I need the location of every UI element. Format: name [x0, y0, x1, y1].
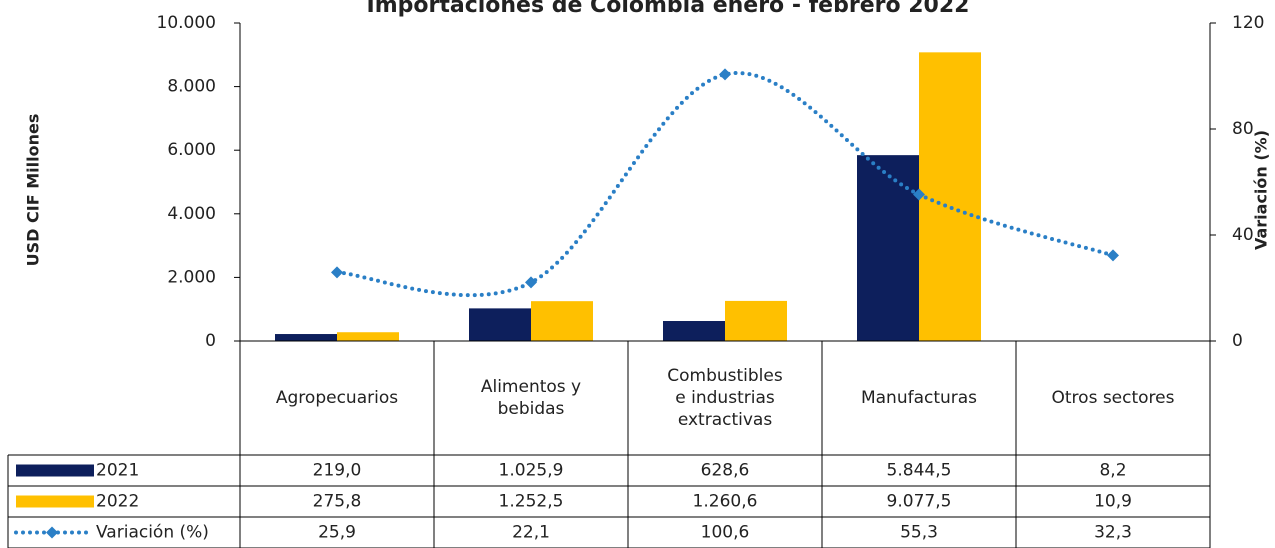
legend-swatch	[16, 464, 94, 477]
line-marker	[1107, 249, 1119, 262]
line-marker	[525, 276, 537, 289]
y2-tick-label: 40	[1232, 225, 1254, 245]
bar	[663, 321, 725, 341]
bar	[857, 155, 919, 341]
legend-swatch	[16, 495, 94, 508]
y-tick-label: 4.000	[167, 204, 216, 224]
table-value: 55,3	[900, 523, 938, 543]
table-value: 275,8	[313, 492, 362, 512]
category-cell: Agropecuarios	[240, 341, 434, 455]
line-series	[335, 71, 1115, 298]
y-tick-label: 0	[205, 331, 216, 351]
table-value: 100,6	[701, 523, 750, 543]
line-marker	[719, 68, 731, 81]
table-value: 9.077,5	[887, 492, 952, 512]
x-tick-label: Manufacturas	[860, 388, 978, 408]
x-tick-label: Otros sectores	[1051, 388, 1175, 408]
y-axis-label: USD CIF Millones	[24, 114, 43, 267]
y2-tick-label: 120	[1232, 13, 1264, 33]
table-value: 5.844,5	[887, 461, 952, 481]
y-tick-label: 10.000	[157, 13, 216, 33]
x-tick-label: Alimentos y bebidas	[480, 377, 582, 419]
legend-label: 2021	[96, 461, 139, 481]
bar	[275, 334, 337, 341]
y2-tick-label: 0	[1232, 331, 1243, 351]
table-value: 32,3	[1094, 523, 1132, 543]
category-cell: Alimentos y bebidas	[434, 341, 628, 455]
x-tick-label: Agropecuarios	[275, 388, 399, 408]
bar	[531, 301, 593, 341]
category-cell: Manufacturas	[822, 341, 1016, 455]
legend-marker	[46, 526, 58, 539]
legend-label: Variación (%)	[96, 523, 209, 543]
y-tick-label: 8.000	[167, 77, 216, 97]
table-value: 1.252,5	[499, 492, 564, 512]
y2-tick-label: 80	[1232, 119, 1254, 139]
table-value: 25,9	[318, 523, 356, 543]
table-value: 219,0	[313, 461, 362, 481]
table-value: 628,6	[701, 461, 750, 481]
bar	[469, 308, 531, 341]
category-cell: Combustibles e industrias extractivas	[628, 341, 822, 455]
table-value: 8,2	[1099, 461, 1126, 481]
bar	[725, 300, 787, 341]
table-value: 10,9	[1094, 492, 1132, 512]
y-tick-label: 2.000	[167, 267, 216, 287]
legend-label: 2022	[96, 492, 139, 512]
category-cell: Otros sectores	[1016, 341, 1210, 455]
y-tick-label: 6.000	[167, 140, 216, 160]
table-value: 1.260,6	[693, 492, 758, 512]
line-marker	[913, 188, 925, 201]
x-tick-label: Combustibles e industrias extractivas	[667, 366, 783, 430]
line-marker	[331, 266, 343, 279]
bar	[337, 332, 399, 341]
y2-axis-label: Variación (%)	[1252, 130, 1271, 250]
table-value: 22,1	[512, 523, 550, 543]
chart-title: Importaciones de Colombia enero - febrer…	[367, 0, 970, 18]
bar	[919, 52, 981, 341]
table-value: 1.025,9	[499, 461, 564, 481]
